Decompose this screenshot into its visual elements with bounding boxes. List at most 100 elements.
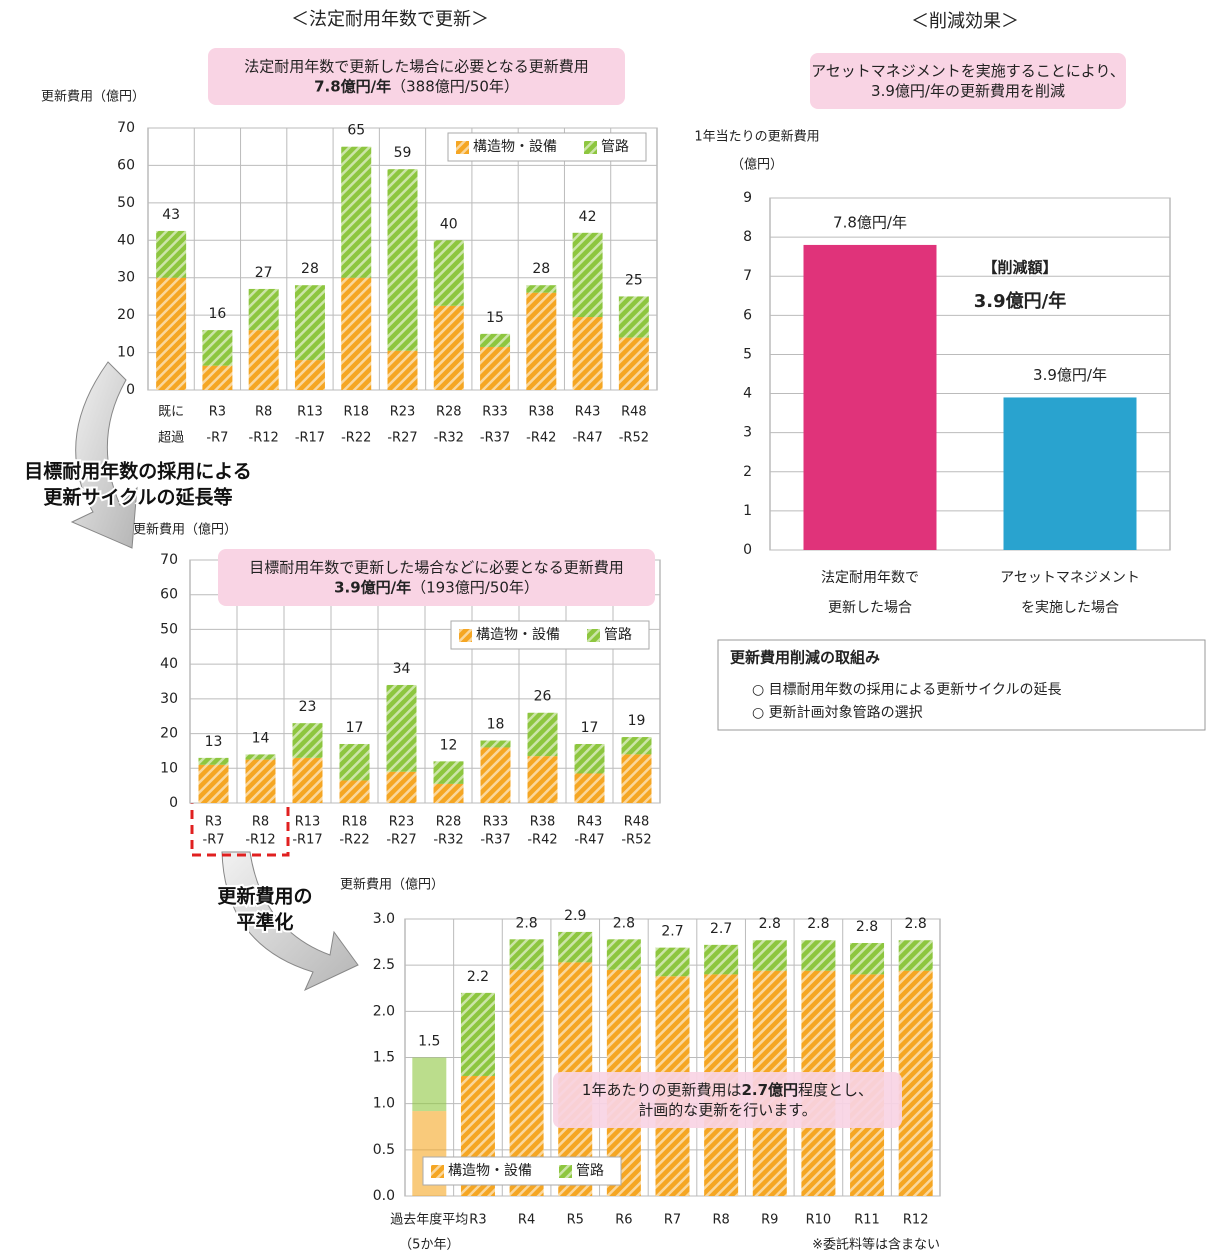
total-label: 14: [252, 730, 270, 746]
x-tick-label: -R12: [245, 833, 275, 848]
bar-segment: [480, 346, 511, 390]
annotation: 3.9億円/年: [974, 290, 1066, 312]
legend-swatch: [459, 629, 472, 642]
arrow-1: [70, 361, 138, 549]
total-label: 65: [347, 123, 365, 139]
bar-segment: [509, 939, 544, 970]
y-tick-label: 0: [743, 542, 752, 558]
callout-text: 3.9億円/年（193億円/50年）: [334, 578, 539, 596]
x-tick-label: -R42: [526, 431, 556, 446]
x-tick-label: R23: [389, 815, 415, 830]
annotation: 【削減額】: [982, 259, 1057, 277]
bar-segment: [412, 1057, 447, 1112]
x-tick-label: -R37: [480, 431, 510, 446]
value-label: 7.8億円/年: [833, 213, 907, 231]
y-tick-label: 2: [743, 464, 752, 480]
callout-text: 計画的な更新を行います。: [638, 1101, 817, 1119]
total-label: 2.8: [515, 915, 537, 931]
y-tick-label: 2.5: [373, 957, 395, 973]
bar-segment: [527, 712, 558, 757]
bar-segment: [339, 780, 370, 803]
x-tick-label: R7: [664, 1213, 681, 1228]
bar-segment: [202, 330, 233, 366]
bar-segment: [621, 737, 652, 755]
bar-segment: [480, 740, 511, 748]
measures-item: ○ 更新計画対象管路の選択: [752, 705, 923, 721]
legend-label: 構造物・設備: [476, 627, 560, 643]
x-tick-label: R4: [518, 1213, 535, 1228]
callout-text: アセットマネジメントを実施することにより、: [811, 62, 1125, 80]
x-tick-label: -R17: [292, 833, 322, 848]
x-tick-label: -R27: [386, 833, 416, 848]
legend-label: 構造物・設備: [448, 1163, 532, 1179]
x-tick-label: 既に: [158, 405, 184, 420]
x-tick-label: R6: [615, 1213, 632, 1228]
x-tick-label: を実施した場合: [1021, 600, 1119, 616]
x-tick-label: -R17: [295, 431, 325, 446]
callout-box: [553, 1072, 902, 1128]
callout-box: [218, 549, 655, 606]
bar-segment: [156, 277, 187, 390]
y-axis-label: 更新費用（億円）: [41, 89, 145, 105]
bar-segment: [386, 771, 417, 803]
x-tick-label: -R37: [480, 833, 510, 848]
x-tick-label: -R22: [339, 833, 369, 848]
x-tick-label: -R47: [572, 431, 602, 446]
bar-segment: [156, 230, 187, 278]
total-label: 18: [487, 717, 505, 733]
x-tick-label: R3: [205, 815, 222, 830]
total-label: 43: [162, 207, 180, 223]
bar-segment: [294, 285, 325, 361]
y-tick-label: 40: [160, 656, 178, 672]
bar-segment: [752, 940, 787, 971]
bar-segment: [202, 365, 233, 390]
y-tick-label: 1.5: [373, 1050, 395, 1066]
total-label: 2.7: [710, 921, 732, 937]
total-label: 28: [532, 261, 550, 277]
legend-swatch: [584, 141, 597, 154]
x-tick-label: R5: [567, 1213, 584, 1228]
x-tick-label: 法定耐用年数で: [821, 570, 919, 586]
x-tick-label: R48: [621, 405, 647, 420]
y-tick-label: 1: [743, 503, 752, 519]
bar-segment: [574, 743, 605, 774]
y-tick-label: 70: [117, 120, 135, 136]
x-tick-label: -R7: [206, 431, 228, 446]
y-tick-label: 3: [743, 425, 752, 441]
legend-label: 管路: [576, 1163, 604, 1179]
measures-title: 更新費用削減の取組み: [730, 649, 880, 667]
callout-segment: アセットマネジメントを実施することにより、: [811, 62, 1125, 80]
bar-segment: [618, 337, 649, 390]
x-tick-label: 更新した場合: [828, 600, 912, 616]
total-label: 59: [394, 145, 412, 161]
y-axis-label: 更新費用（億円）: [340, 877, 444, 893]
legend-label: 構造物・設備: [473, 139, 557, 155]
legend-box: [447, 132, 647, 162]
x-tick-label: -R52: [619, 431, 649, 446]
y-tick-label: 0: [126, 382, 135, 398]
bar-segment: [341, 277, 372, 390]
x-tick-label: -R12: [249, 431, 279, 446]
total-label: 23: [299, 699, 317, 715]
x-tick-label: R38: [529, 405, 555, 420]
bar-segment: [433, 783, 464, 803]
y-tick-label: 6: [743, 307, 752, 323]
callout-text: 法定耐用年数で更新した場合に必要となる更新費用: [244, 57, 589, 75]
bar-segment: [460, 992, 495, 1076]
x-tick-label: R11: [854, 1213, 880, 1228]
x-tick-label: R3: [209, 405, 226, 420]
legend-swatch: [587, 629, 600, 642]
x-tick-label: -R32: [434, 431, 464, 446]
y-axis-label: （億円）: [731, 157, 783, 173]
total-label: 26: [534, 689, 552, 705]
y-tick-label: 2.0: [373, 1003, 395, 1019]
chart-title: ＜法定耐用年数で更新＞: [291, 9, 489, 30]
total-label: 2.8: [759, 916, 781, 932]
x-tick-label: R33: [483, 815, 509, 830]
bar: [803, 244, 937, 550]
total-label: 19: [628, 713, 646, 729]
y-tick-label: 50: [160, 621, 178, 637]
x-tick-label: -R52: [621, 833, 651, 848]
bar-segment: [572, 232, 603, 318]
y-tick-label: 10: [160, 760, 178, 776]
